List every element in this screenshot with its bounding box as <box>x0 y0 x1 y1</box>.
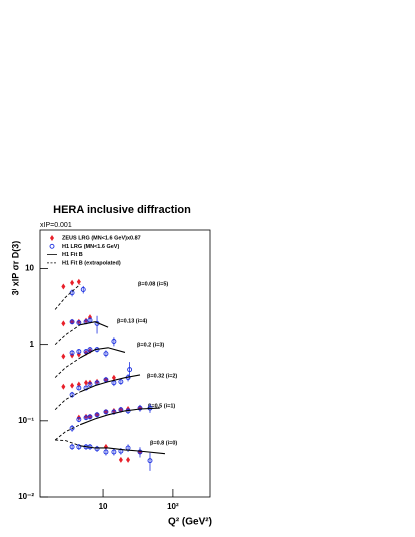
legend-label: H1 Fit B <box>62 252 83 258</box>
y-tick-label: 10 <box>25 264 34 273</box>
data-point <box>76 444 82 450</box>
data-point <box>118 456 123 463</box>
chart-title: HERA inclusive diffraction <box>53 204 191 216</box>
data-point <box>126 456 131 463</box>
data-point <box>69 319 75 325</box>
bin-label: β=0.5 (i=1) <box>148 403 175 409</box>
data-point <box>76 278 81 285</box>
legend-label: H1 LRG (MN<1.6 GeV) <box>62 244 119 250</box>
data-point <box>103 351 109 357</box>
legend-label: ZEUS LRG (MN<1.6 GeV)x0.87 <box>62 235 141 241</box>
data-point <box>83 349 89 355</box>
y-tick-label: 10⁻² <box>18 492 34 501</box>
bin-label: β=0.08 (i=5) <box>138 281 168 287</box>
data-point <box>94 412 100 418</box>
fit-curve-extrapolated <box>54 424 81 441</box>
data-point <box>87 317 93 323</box>
bin-label: β=0.8 (i=0) <box>150 440 177 446</box>
fit-curve-extrapolated <box>54 283 81 310</box>
x-axis-label: Q² (GeV²) <box>168 517 212 528</box>
data-point <box>76 417 82 422</box>
subtitle: xIP=0.001 <box>40 222 72 229</box>
data-point <box>61 283 66 290</box>
legend-symbol <box>49 243 55 249</box>
data-point <box>61 383 66 390</box>
data-point <box>111 339 117 344</box>
data-point <box>76 385 82 391</box>
data-point <box>137 449 143 455</box>
data-point <box>94 446 100 452</box>
bin-label: β=0.32 (i=2) <box>147 373 177 379</box>
data-point <box>84 379 89 386</box>
data-point <box>69 425 75 431</box>
data-point <box>103 377 109 383</box>
data-point <box>69 392 75 398</box>
data-point <box>103 409 109 415</box>
data-point <box>87 382 93 387</box>
y-axis-label: 3ⁱ xIP σr D(3) <box>9 241 20 296</box>
data-point <box>76 320 82 326</box>
y-tick-label: 1 <box>30 340 35 349</box>
bin-label: β=0.13 (i=4) <box>117 318 147 324</box>
x-tick-label: 10² <box>167 502 179 511</box>
data-point <box>69 350 75 356</box>
data-point <box>87 347 93 353</box>
data-point <box>70 279 75 286</box>
data-point <box>137 405 143 411</box>
data-point <box>127 367 133 373</box>
data-point <box>103 449 109 455</box>
fit-curve-extrapolated <box>55 439 81 447</box>
fit-curve-extrapolated <box>54 391 81 411</box>
data-point <box>61 320 66 327</box>
fit-curve <box>80 445 166 455</box>
fit-curve-extrapolated <box>54 357 81 378</box>
y-tick-label: 10⁻¹ <box>18 416 34 425</box>
x-tick-label: 10 <box>99 502 108 511</box>
data-point <box>111 374 116 381</box>
data-point <box>76 349 82 355</box>
legend-label: H1 Fit B (extrapolated) <box>62 260 121 266</box>
fit-curve <box>79 407 160 426</box>
fit-curve <box>80 321 109 328</box>
fit-curve <box>79 374 141 393</box>
data-point <box>70 382 75 389</box>
data-point <box>69 444 75 450</box>
data-point <box>118 379 124 385</box>
data-point <box>111 449 117 455</box>
data-point <box>147 458 153 464</box>
data-point <box>80 287 86 292</box>
legend-symbol <box>50 235 54 241</box>
bin-label: β=0.2 (i=3) <box>137 342 164 348</box>
fit-curve-extrapolated <box>54 324 81 345</box>
fit-curve <box>79 347 126 359</box>
plot-frame <box>39 229 211 498</box>
data-point <box>87 414 93 420</box>
data-point <box>61 353 66 360</box>
